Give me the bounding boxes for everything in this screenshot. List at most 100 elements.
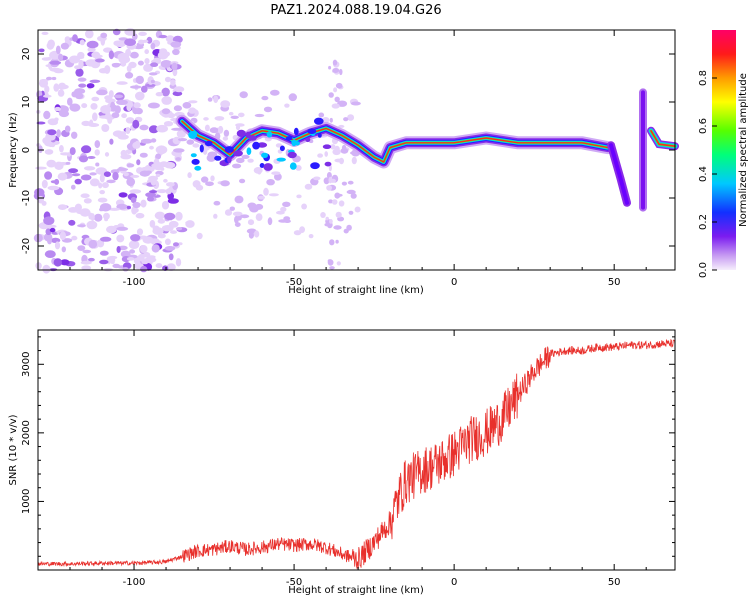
spectrogram-noise-blob: [58, 110, 70, 118]
spectrogram-noise-blob: [224, 209, 233, 216]
spectrogram-noise-blob: [130, 196, 137, 204]
spectrogram-noise-blob: [336, 261, 341, 266]
spectrogram-noise-blob: [147, 196, 154, 202]
spectrogram-noise-blob: [332, 59, 338, 66]
spectrogram-noise-blob: [54, 178, 60, 185]
spectrogram-noise-blob: [154, 211, 166, 220]
spectrogram-noise-blob: [99, 190, 105, 195]
spectrogram-noise-blob: [72, 34, 78, 42]
spectrogram-noise-blob: [88, 239, 98, 249]
spectrogram-noise-blob: [44, 149, 54, 155]
spectrogram-x-ticks: -100 -50 0 50: [37, 30, 647, 288]
spectrogram-noise-blob: [126, 205, 131, 210]
spectrogram-noise-blob: [43, 110, 51, 120]
spectrogram-noise-blob: [122, 267, 129, 272]
spectrogram-noise-blob: [210, 175, 215, 182]
spectrogram-noise-blob: [54, 117, 59, 122]
spectrogram-noise-blob: [139, 170, 151, 177]
spectrogram-noise-blob: [108, 207, 121, 211]
spectrogram-noise-blob: [61, 246, 66, 253]
spectrogram-noise-blob: [108, 90, 114, 98]
spectrogram-noise-blob: [167, 112, 176, 119]
spectrogram-noise-blob: [103, 171, 111, 177]
spectrogram-knot: [188, 130, 198, 139]
spectrogram-noise-blob: [168, 220, 179, 228]
snr-series-line: [37, 338, 676, 569]
spectrogram-noise-blob: [98, 68, 109, 74]
spectrogram-noise-blob: [128, 240, 140, 250]
spectrogram-noise-blob: [350, 193, 357, 199]
spectrogram-noise-blob: [100, 36, 106, 46]
spectrogram-noise-blob: [240, 214, 250, 219]
spectrogram-noise-blob: [141, 39, 149, 43]
spectrogram-noise-blob: [236, 157, 245, 164]
spectrogram-noise-blob: [74, 88, 86, 95]
spectrogram-noise-blob: [139, 124, 149, 131]
spectrogram-noise-blob: [140, 199, 147, 208]
spectrogram-noise-blob: [160, 60, 172, 68]
spectrogram-noise-blob: [100, 32, 108, 39]
spectrogram-noise-blob: [144, 256, 157, 263]
spectrogram-noise-blob: [68, 168, 79, 174]
spectrogram-noise-blob: [56, 129, 61, 138]
spectrogram-noise-blob: [53, 83, 60, 92]
spectrogram-noise-blob: [118, 55, 131, 64]
spectrogram-noise-blob: [160, 167, 165, 171]
spectrogram-noise-blob: [149, 220, 156, 228]
spectrogram-noise-blob: [354, 206, 361, 213]
spectrogram-noise-blob: [166, 263, 176, 271]
snr-frame: [37, 329, 676, 571]
spectrogram-knot: [293, 127, 299, 136]
spectrogram-noise-blob: [246, 228, 257, 234]
spectrogram-noise-blob: [339, 68, 343, 76]
spectrogram-noise-blob: [130, 234, 141, 242]
spectrogram-knot: [245, 131, 251, 139]
spectrogram-knot: [248, 135, 257, 141]
spectrogram-noise-blob: [86, 83, 95, 89]
spectrogram-noise-blob: [161, 96, 172, 105]
spectrogram-noise-blob: [88, 257, 95, 262]
spectrogram-noise-blob: [165, 188, 172, 195]
spectrogram-noise-blob: [125, 117, 135, 124]
spectrogram-knot: [276, 157, 286, 162]
spectrogram-knot: [310, 162, 320, 170]
spectrogram-noise-blob: [77, 245, 86, 252]
spectrogram-noise-blob: [141, 85, 148, 93]
spectrogram-noise-blob: [43, 94, 52, 98]
spectrogram-noise-blob: [313, 176, 321, 181]
colorbar-tick-label: 0.2: [698, 214, 709, 230]
spectrogram-noise-blob: [254, 113, 265, 118]
spectrogram-noise-blob: [284, 103, 290, 108]
spectrogram-noise-blob: [234, 195, 244, 204]
spectrogram-noise-blob: [329, 117, 333, 123]
spectrogram-x-tick-label: 0: [451, 277, 457, 288]
spectrogram-noise-blob: [136, 228, 144, 236]
spectrogram-noise-blob: [60, 42, 69, 50]
snr-x-tick-label: -50: [286, 577, 302, 588]
spectrogram-noise-blob: [99, 115, 111, 119]
spectrogram-noise-blob: [79, 39, 85, 46]
spectrogram-noise-blob: [161, 87, 170, 97]
spectrogram-noise-blob: [81, 265, 92, 271]
spectrogram-noise-blob: [77, 77, 87, 82]
spectrogram-noise-blob: [157, 233, 166, 239]
spectrogram-noise-blob: [130, 85, 142, 89]
spectrogram-noise-blob: [149, 190, 158, 194]
spectrogram-noise-blob: [271, 171, 281, 175]
spectrogram-noise-blob: [340, 148, 349, 154]
spectrogram-noise-blob: [338, 200, 345, 207]
spectrogram-noise-blob: [36, 121, 46, 125]
spectrogram-noise-blob: [318, 112, 325, 118]
spectrogram-noise-blob: [95, 58, 105, 63]
spectrogram-noise-blob: [44, 171, 53, 180]
spectrogram-noise-blob: [165, 35, 175, 43]
spectrogram-noise-blob: [42, 264, 51, 274]
spectrogram-noise-blob: [151, 244, 160, 253]
spectrogram-knot: [261, 152, 269, 158]
snr-y-tick-label: 1000: [21, 489, 32, 514]
spectrogram-noise-blob: [253, 167, 263, 174]
spectrogram-noise-blob: [149, 145, 154, 150]
spectrogram-noise-blob: [81, 103, 88, 109]
spectrogram-noise-blob: [65, 161, 71, 165]
